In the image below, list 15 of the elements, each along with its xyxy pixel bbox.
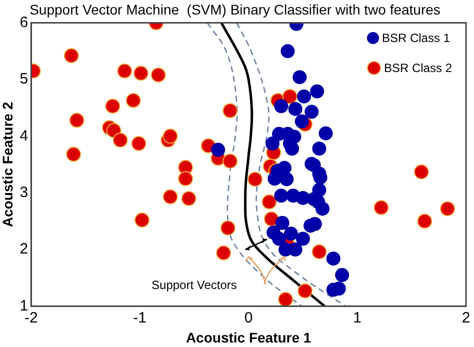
chart-title: Support Vector Machine (SVM) Binary Classifier with two features — [30, 1, 440, 18]
y-axis-title: Acoustic Feature 2 — [0, 102, 16, 228]
y-tick-label: 3 — [20, 184, 28, 201]
y-tick-label: 5 — [20, 70, 28, 88]
x-axis-title: Acoustic Feature 1 — [186, 329, 312, 346]
y-tick-label: 6 — [20, 14, 28, 31]
x-tick-label: 2 — [462, 309, 470, 326]
annotation: Support Vectors — [152, 278, 237, 292]
x-tick-label: 0 — [244, 309, 253, 326]
y-tick-label: 2 — [20, 240, 28, 258]
legend-label: BSR Class 2 — [384, 60, 452, 75]
x-tick-label: -1 — [133, 309, 147, 326]
legend-label: BSR Class 1 — [382, 30, 450, 45]
y-tick-label: 4 — [20, 127, 28, 144]
x-tick-label: 1 — [353, 309, 362, 326]
